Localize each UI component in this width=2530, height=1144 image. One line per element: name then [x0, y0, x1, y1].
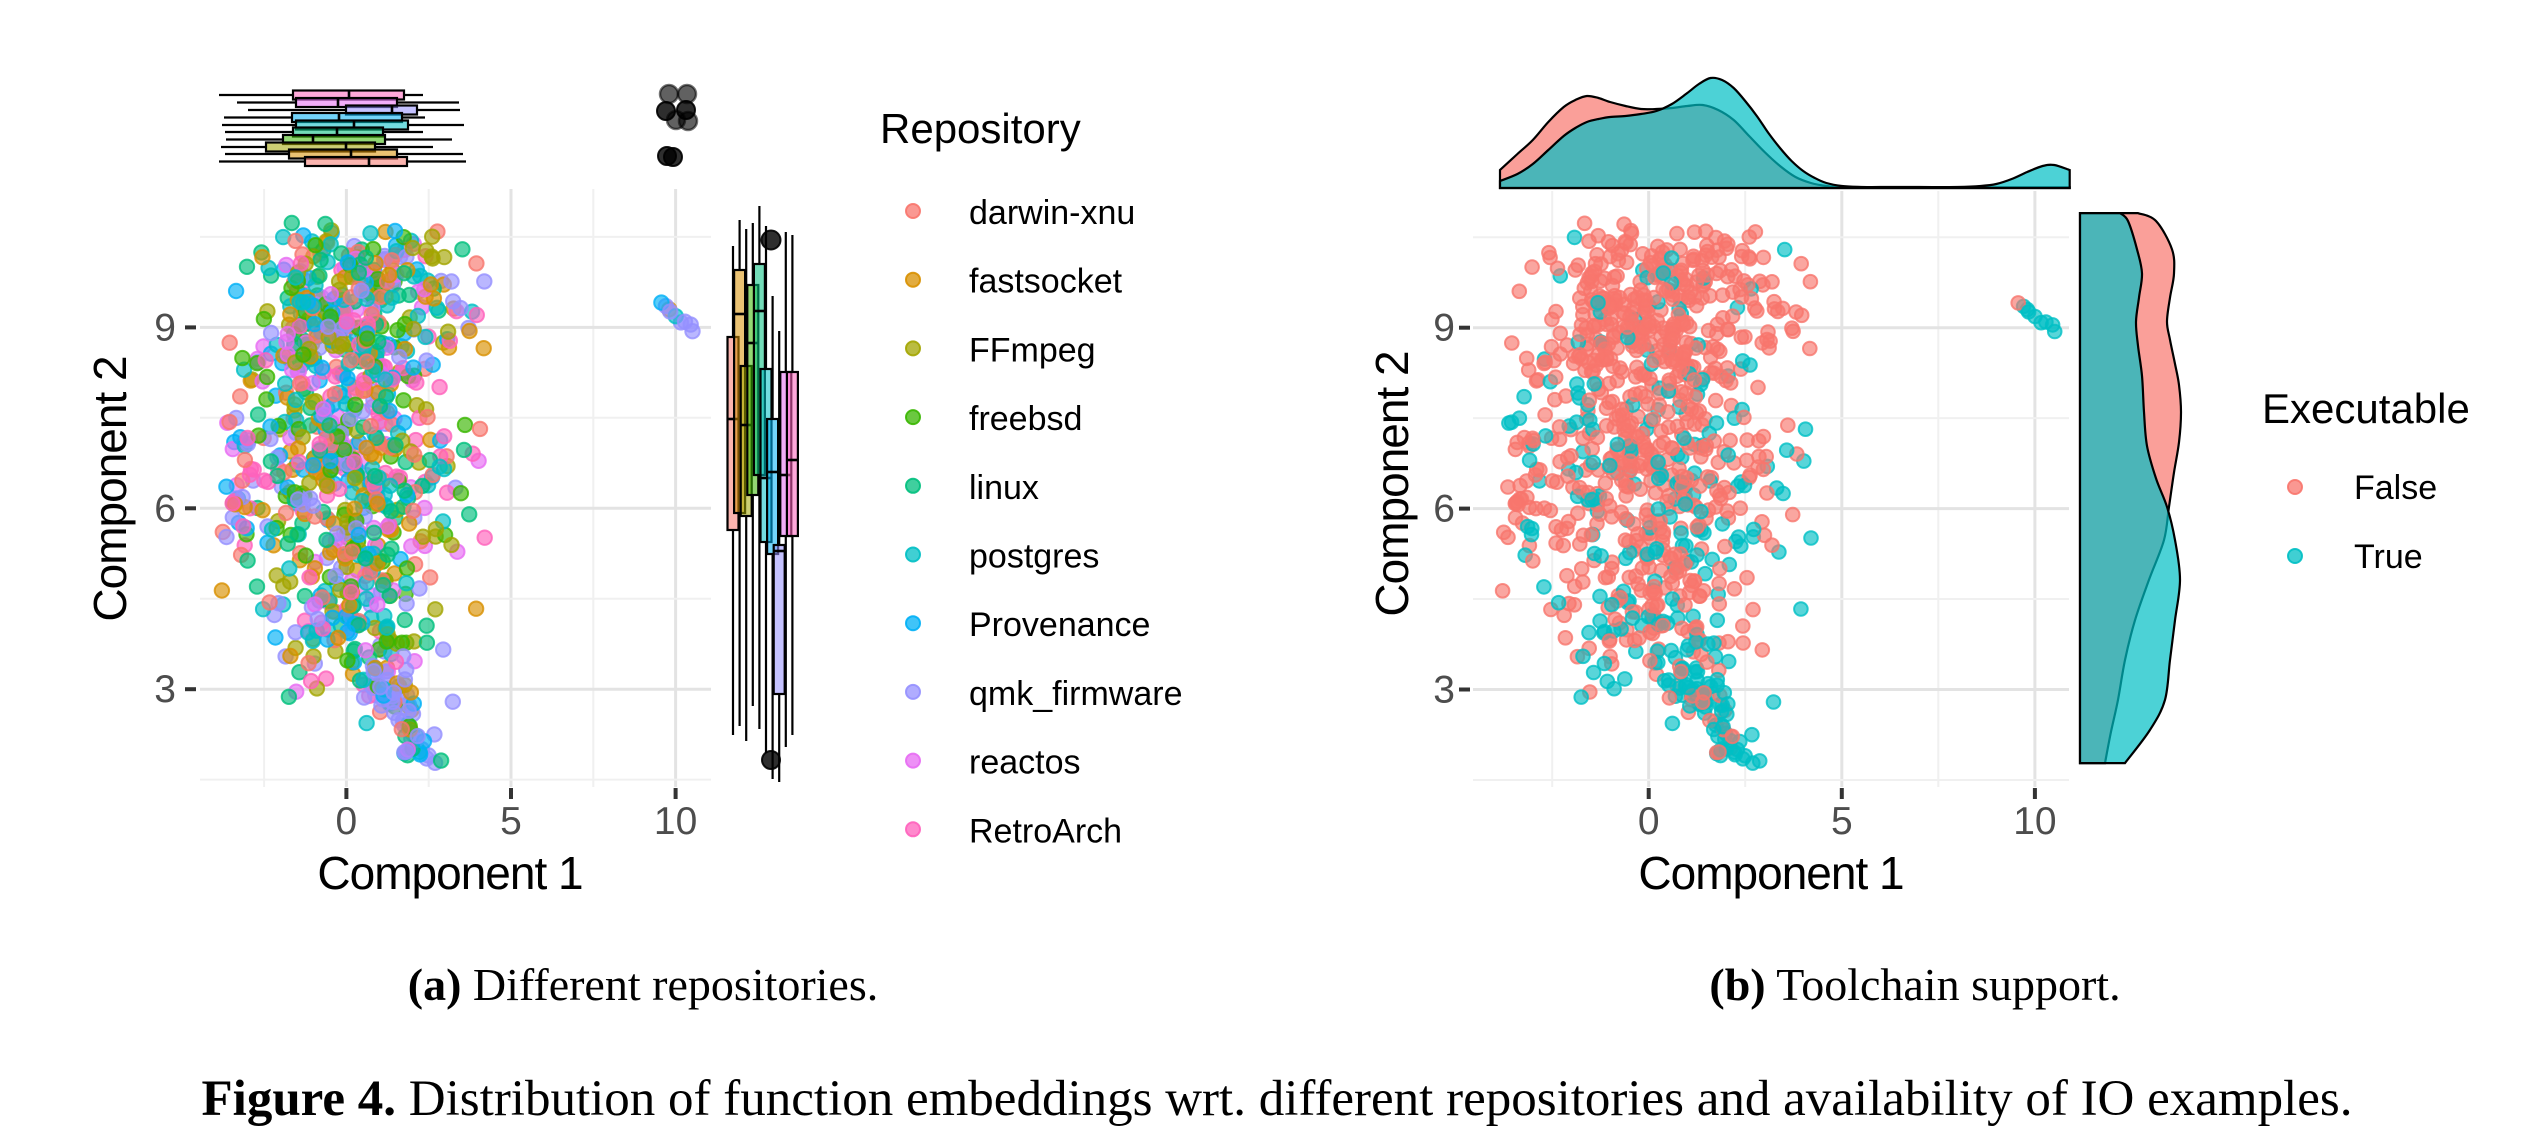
svg-text:0: 0 — [1638, 800, 1660, 843]
svg-text:10: 10 — [654, 800, 697, 843]
svg-text:Component 2: Component 2 — [84, 356, 136, 621]
svg-text:fastsocket: fastsocket — [969, 263, 1123, 301]
svg-text:reactos: reactos — [969, 744, 1081, 782]
svg-text:Component 1: Component 1 — [1638, 847, 1903, 899]
svg-text:9: 9 — [1433, 307, 1455, 350]
svg-text:3: 3 — [1433, 669, 1455, 712]
svg-text:9: 9 — [154, 306, 176, 349]
svg-text:False: False — [2354, 469, 2437, 507]
svg-text:6: 6 — [154, 487, 176, 530]
svg-text:darwin-xnu: darwin-xnu — [969, 194, 1135, 232]
svg-text:0: 0 — [336, 800, 358, 843]
svg-text:True: True — [2354, 538, 2423, 576]
svg-text:(a) Different repositories.: (a) Different repositories. — [408, 959, 879, 1010]
svg-text:10: 10 — [2013, 800, 2056, 843]
svg-text:linux: linux — [969, 469, 1039, 507]
svg-text:5: 5 — [1831, 800, 1853, 843]
svg-text:Repository: Repository — [880, 105, 1081, 152]
svg-text:3: 3 — [154, 668, 176, 711]
svg-text:Component 2: Component 2 — [1366, 351, 1418, 616]
svg-text:freebsd: freebsd — [969, 400, 1082, 438]
svg-text:Component 1: Component 1 — [317, 847, 582, 899]
svg-text:qmk_firmware: qmk_firmware — [969, 675, 1182, 713]
svg-text:RetroArch: RetroArch — [969, 812, 1122, 850]
svg-text:6: 6 — [1433, 488, 1455, 531]
svg-text:5: 5 — [500, 800, 522, 843]
svg-text:Figure 4. Distribution of func: Figure 4. Distribution of function embed… — [202, 1071, 2353, 1127]
svg-text:postgres: postgres — [969, 538, 1099, 576]
svg-text:FFmpeg: FFmpeg — [969, 331, 1096, 369]
svg-text:Provenance: Provenance — [969, 606, 1150, 644]
svg-text:(b) Toolchain support.: (b) Toolchain support. — [1709, 959, 2120, 1010]
svg-text:Executable: Executable — [2262, 385, 2470, 432]
